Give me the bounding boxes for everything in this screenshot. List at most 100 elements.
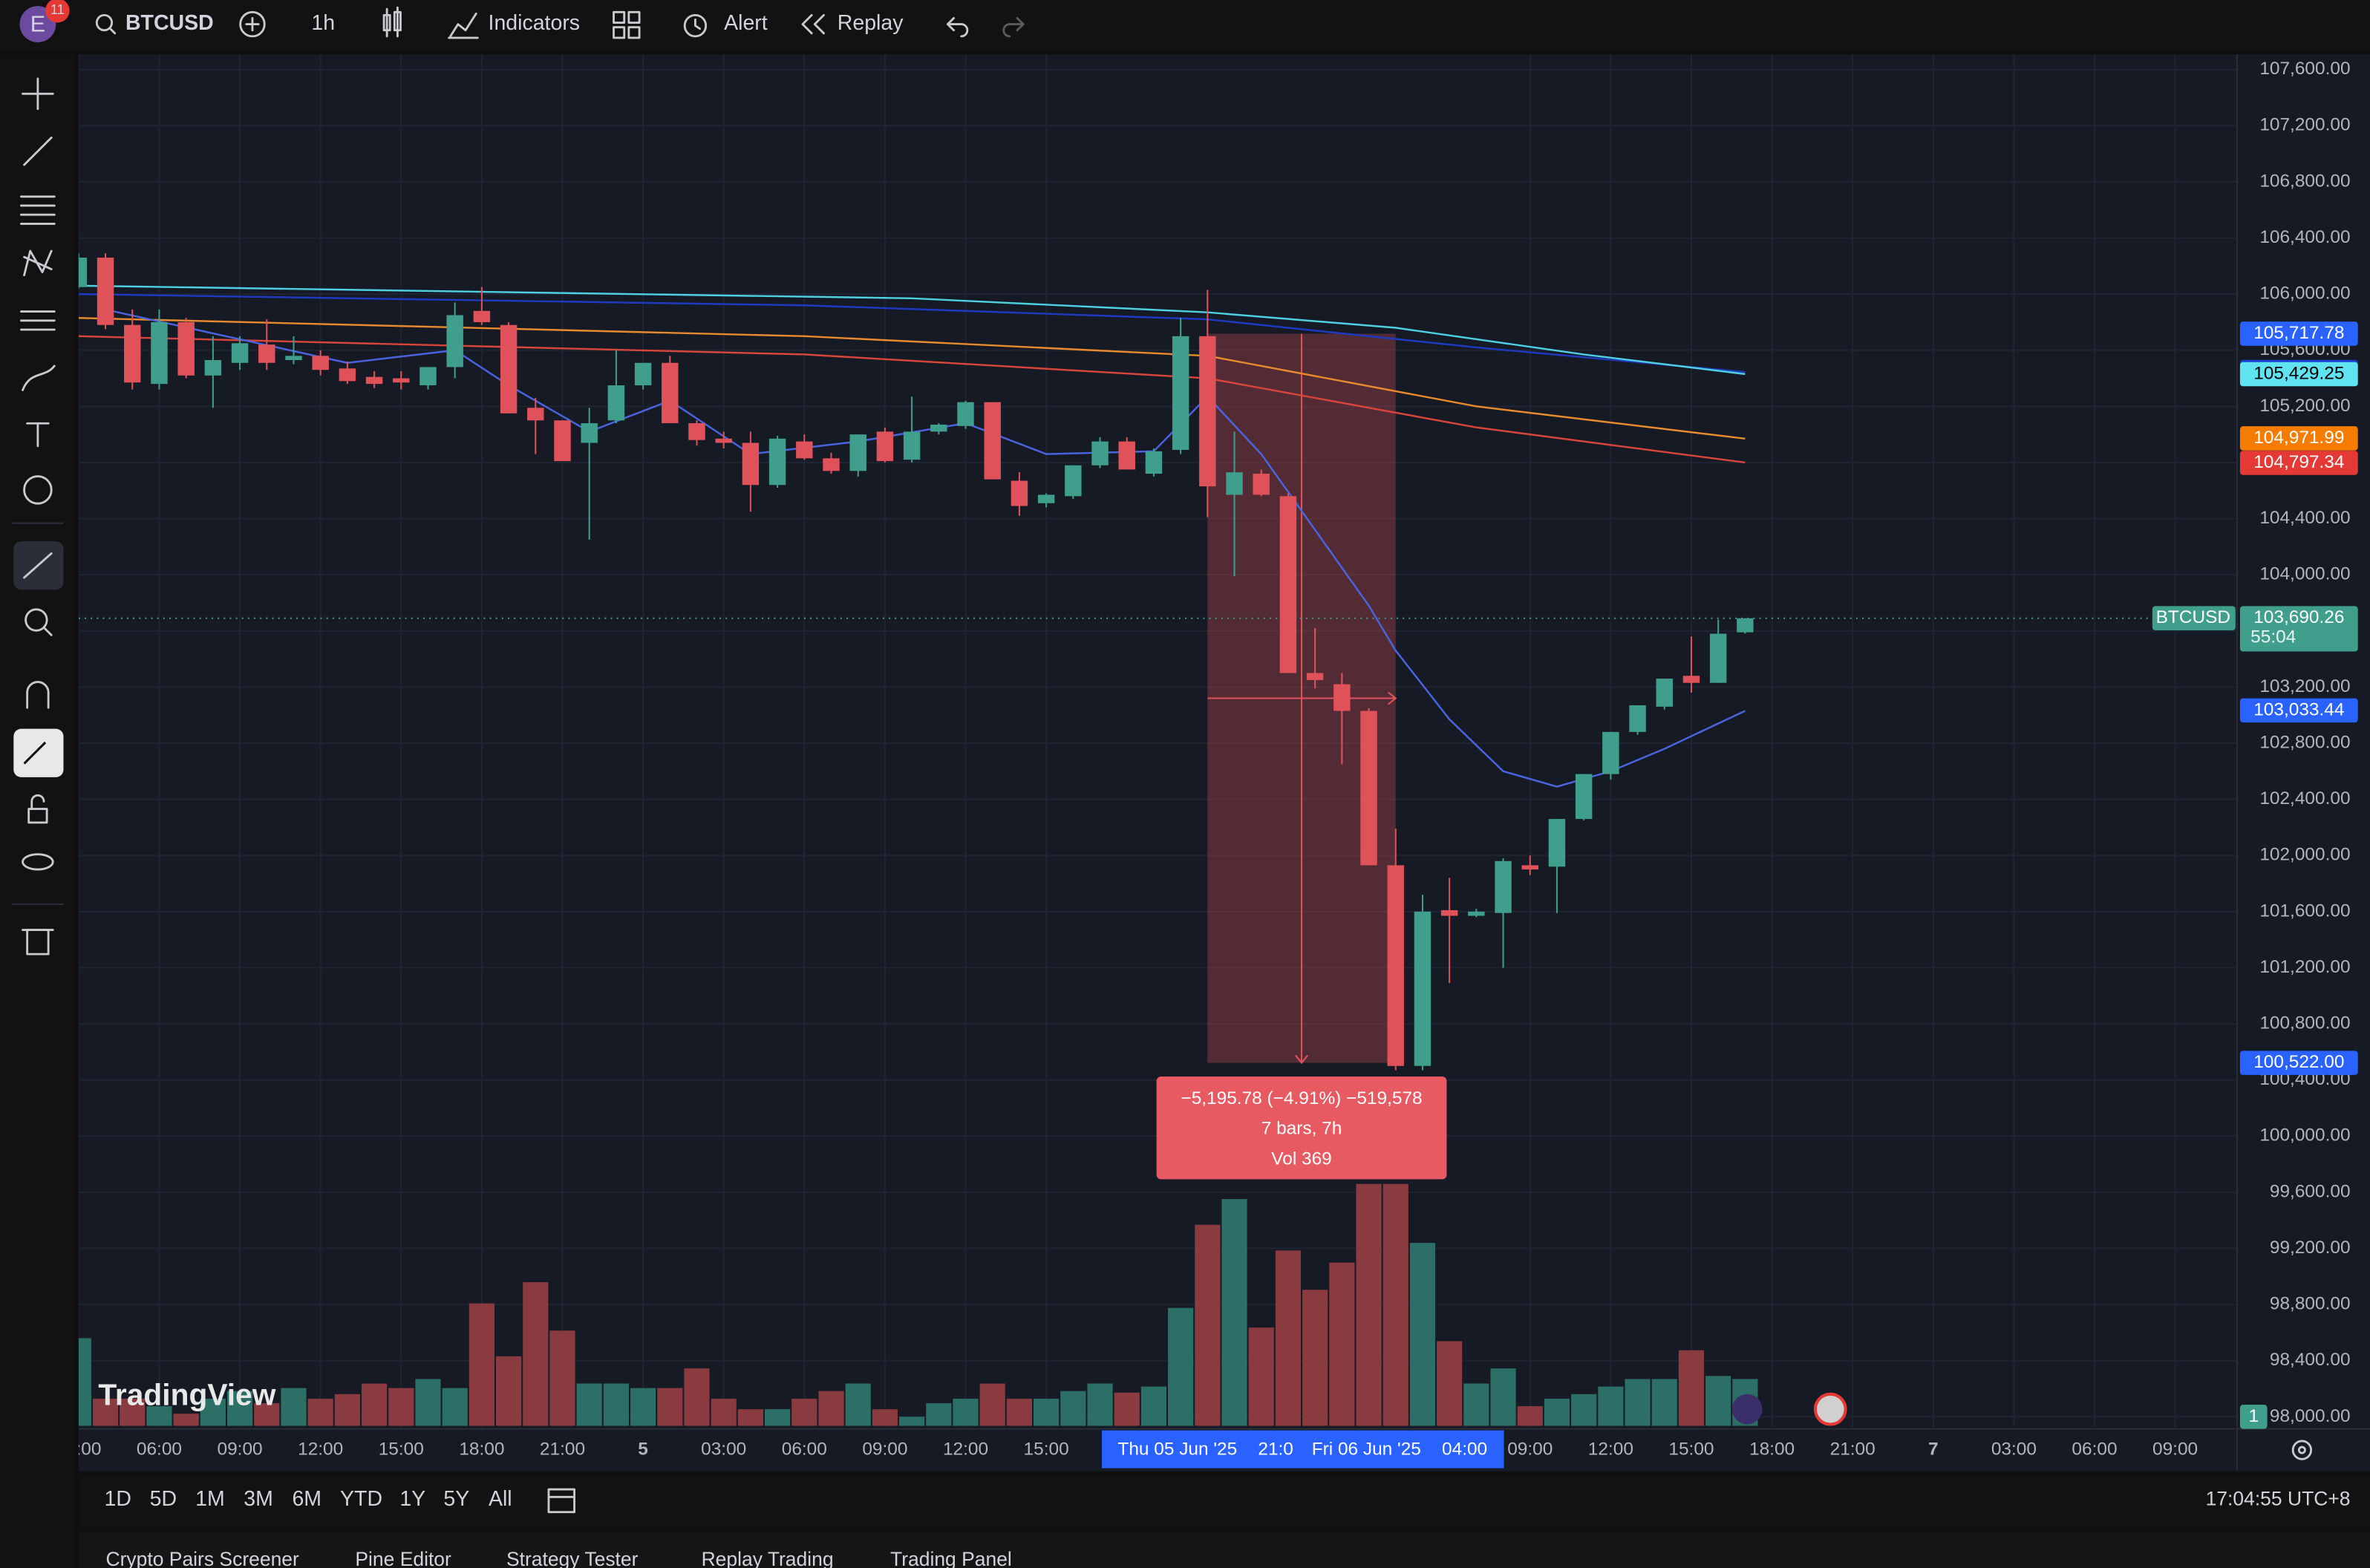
timeframe[interactable]: 5D [150,1487,177,1511]
candle-body [662,362,679,424]
candle-body [1521,865,1538,870]
measure-tool [1207,333,1397,1065]
chart-type[interactable] [382,6,402,38]
indicators[interactable]: Indicators [489,11,581,35]
date-range[interactable] [547,1488,575,1514]
candle-body [796,441,813,459]
candle-body [930,424,947,432]
time-highlight-label: Thu 05 Jun '25 [1117,1440,1237,1460]
candle-body [957,402,974,426]
panel-tab[interactable]: Crypto Pairs Screener [106,1548,299,1568]
candle-body [1145,451,1163,474]
volume-bar [684,1368,710,1426]
bottom-controls: 1D 5D 1M 3M 6M YTD 1Y 5Y All Crypto Pairs Screene… [105,1487,1012,1568]
replay[interactable]: Replay [838,11,904,35]
candle-body [473,310,491,322]
volume-bar [549,1330,575,1426]
panel-tab[interactable]: Replay Trading [702,1548,834,1568]
candle-body [1333,684,1351,711]
candle-body [1065,465,1082,497]
volume-bar [1382,1183,1408,1426]
redo[interactable] [1002,17,1025,38]
price-tag [2239,362,2358,387]
panel-tab[interactable]: Strategy Tester [506,1548,639,1568]
drawing-tools[interactable] [20,77,56,956]
volume-bar [92,1398,119,1426]
timeframe[interactable]: 1M [195,1487,225,1511]
volume-bar [120,1398,146,1426]
countdown: 55:04 [2250,627,2296,647]
y-tick-label: 101,600.00 [2259,901,2350,921]
candle-body [1468,911,1485,916]
layouts[interactable] [613,10,641,39]
volume-bar [307,1398,333,1426]
volume-bar [926,1403,952,1426]
candle-body [312,356,329,370]
candle-body [78,257,88,287]
undo[interactable] [946,17,969,38]
candle-body [446,315,463,368]
candle-body [903,431,921,460]
measure-tooltip: −5,195.78 (−4.91%) −519,578 7 bars, 7h Vol… [1156,1076,1447,1180]
x-tick-label: 18:00 [459,1440,504,1460]
candles [78,253,1754,1071]
volume-bar [791,1398,817,1426]
timeframe[interactable]: 3M [244,1487,273,1511]
volume-bar [281,1388,307,1426]
candle-body [527,408,544,421]
volume-tag [2239,1405,2268,1429]
symbol-tag [2152,606,2236,631]
candle-body [1360,710,1377,866]
last-price-label: 103,690.26 [2253,607,2344,627]
lock-draw-icon [23,741,47,765]
volume-bar [1248,1327,1274,1426]
volume-bar [1625,1379,1651,1426]
indicators-icon[interactable] [448,12,479,39]
panel-tab[interactable]: Pine Editor [355,1548,451,1568]
flag-icon[interactable] [1813,1392,1847,1426]
timeframe[interactable]: 6M [292,1487,321,1511]
candle-body [607,385,625,421]
panel-tab[interactable]: Trading Panel [890,1548,1012,1568]
y-tick-label: 98,000.00 [2270,1406,2351,1426]
alert-icon[interactable] [683,13,708,38]
volume-bar [415,1379,441,1426]
candle-body [1495,860,1512,913]
y-tick-label: 107,200.00 [2259,115,2350,135]
interval[interactable]: 1h [311,11,335,35]
y-tick-label: 100,800.00 [2259,1013,2350,1033]
candle-body [768,438,786,486]
timeframe[interactable]: 1Y [399,1487,425,1511]
add-symbol[interactable] [239,10,266,38]
y-tick-label: 102,000.00 [2259,845,2350,865]
price-tag [2239,321,2358,346]
volume-pane [78,1183,1758,1426]
alert[interactable]: Alert [724,11,768,35]
candle-body [339,368,356,382]
replay-icon[interactable] [801,13,825,35]
y-tick-label: 102,800.00 [2259,732,2350,752]
search-icon[interactable] [95,13,114,32]
axis-settings[interactable] [2291,1440,2313,1460]
badge-count: 11 [50,1,65,17]
event-icon[interactable] [1731,1394,1763,1425]
x-tick-label: 21:00 [1830,1440,1876,1460]
symbol[interactable]: BTCUSD [125,11,214,35]
y-tick-label: 103,200.00 [2259,676,2350,696]
lock-draw-active[interactable] [13,728,64,777]
tab-bar [78,1532,2370,1568]
timeframe[interactable]: 1D [105,1487,131,1511]
time-axis-labels: 03:00 06:00 09:00 12:00 15:00 18:00 21:00 5 03:0… [79,1430,2198,1469]
timeframe[interactable]: All [489,1487,512,1511]
volume-bar [603,1383,629,1426]
timeframe[interactable]: 5Y [443,1487,469,1511]
volume-bar [1275,1250,1302,1426]
x-tick-label: 15:00 [1668,1440,1714,1460]
volume-bar [254,1403,280,1426]
candle-body [1575,774,1593,820]
volume-bar [1409,1243,1436,1426]
timeframe[interactable]: YTD [340,1487,382,1511]
candle-body [1387,865,1404,1066]
candle-body [876,431,894,462]
